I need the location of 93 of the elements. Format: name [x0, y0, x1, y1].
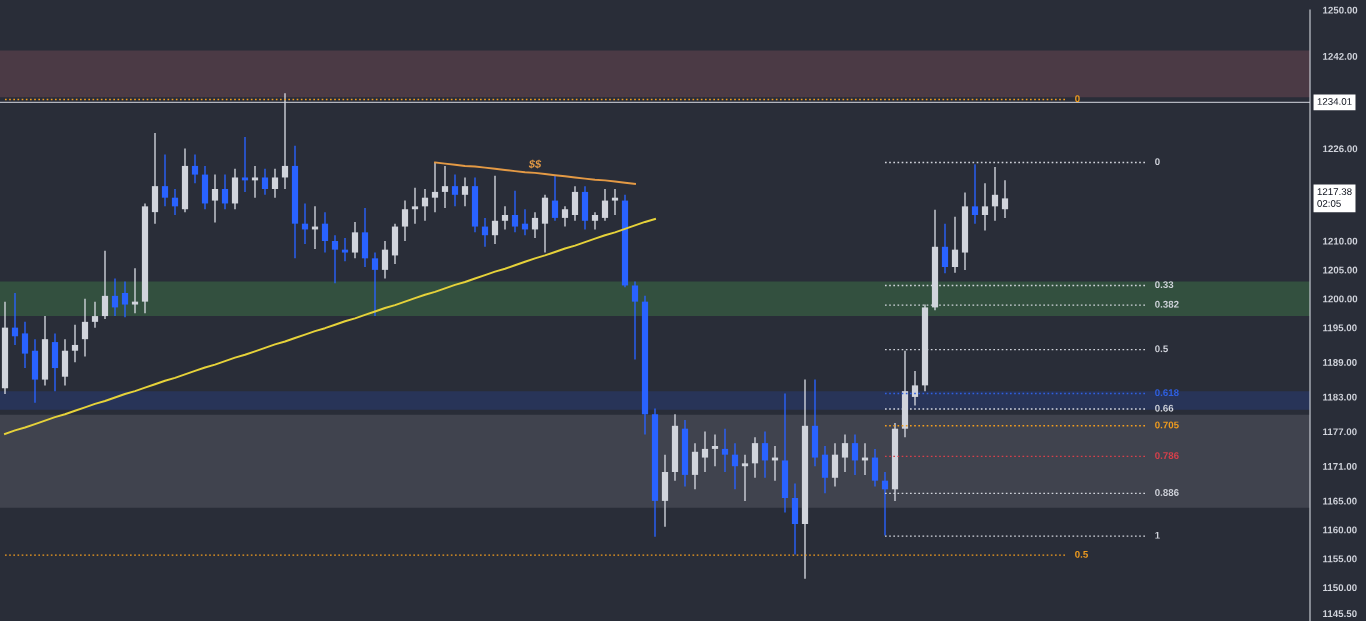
candlestick: [531, 211, 539, 239]
candlestick: [841, 433, 849, 473]
y-tick-label: 1150.00: [1323, 584, 1357, 592]
candlestick: [81, 298, 89, 358]
series-label: 0: [1075, 95, 1080, 103]
candlestick: [401, 199, 409, 242]
y-tick-label: 1145.50: [1323, 610, 1357, 618]
y-tick-label: 1155.00: [1323, 555, 1357, 563]
candlestick: [431, 161, 439, 213]
candlestick: [691, 442, 699, 491]
candlestick: [501, 205, 509, 231]
y-tick-label: 1250.00: [1323, 6, 1358, 14]
y-tick-label: 1210.00: [1323, 237, 1358, 245]
candlestick: [871, 448, 879, 488]
candlestick: [601, 188, 609, 222]
candlestick: [911, 370, 919, 407]
candlestick: [211, 173, 219, 224]
y-tick-label: 1183.00: [1323, 393, 1357, 401]
candlestick: [221, 173, 229, 210]
candlestick: [91, 300, 99, 329]
y-tick-label: 1189.00: [1323, 359, 1357, 366]
series-label: 0.705: [1155, 421, 1179, 429]
y-tick-label: 1160.00: [1323, 526, 1357, 534]
candlestick: [511, 190, 519, 234]
series-label: 0: [1155, 158, 1160, 166]
candlestick: [371, 251, 379, 317]
series-label: 0.5: [1075, 550, 1088, 558]
candlestick: [111, 277, 119, 317]
candlestick: [121, 280, 129, 318]
candlestick: [321, 211, 329, 254]
ref-line-label: 1234.01: [1317, 98, 1352, 105]
candlestick: [571, 185, 579, 222]
candlestick: [941, 222, 949, 275]
candlestick: [261, 168, 269, 196]
text: 1217.38 02:05: [1317, 188, 1352, 207]
candlestick: [591, 211, 599, 231]
candlestick: [461, 176, 469, 208]
series-label: 0.382: [1155, 300, 1179, 308]
candlestick: [161, 153, 169, 208]
candlestick: [741, 453, 749, 502]
candlestick: [821, 445, 829, 495]
series-label: 0.786: [1155, 452, 1179, 460]
series-label: 0.66: [1155, 404, 1174, 412]
candlestick: [611, 188, 619, 216]
candlestick: [351, 221, 359, 260]
candlestick: [191, 153, 199, 184]
candlestick: [751, 436, 759, 479]
candlestick: [381, 240, 389, 280]
candlestick: [241, 136, 249, 193]
candlestick: [411, 187, 419, 225]
y-tick-label: 1165.00: [1323, 497, 1357, 505]
candlestick: [451, 173, 459, 208]
candlestick: [731, 442, 739, 491]
y-tick-label: 1242.00: [1323, 52, 1358, 60]
candlestick: [561, 205, 569, 228]
y-tick-label: 1177.00: [1323, 428, 1357, 436]
candlestick: [1001, 179, 1009, 219]
candlestick: [701, 430, 709, 473]
series-label: 0.33: [1155, 281, 1174, 289]
y-tick-label: 1226.00: [1323, 145, 1358, 153]
candlestick: [441, 165, 449, 209]
candlestick: [711, 433, 719, 467]
y-tick-label: 1205.00: [1323, 266, 1358, 274]
candlestick: [971, 163, 979, 225]
candlestick: [951, 216, 959, 274]
candlestick: [551, 175, 559, 222]
series-label: 0.886: [1155, 489, 1179, 496]
series-label: $$: [528, 159, 542, 169]
candlestick: [981, 182, 989, 232]
y-tick-label: 1171.00: [1323, 462, 1357, 470]
candlestick: [851, 433, 859, 476]
candlestick: [991, 166, 999, 222]
candlestick: [721, 427, 729, 473]
candlestick: [631, 280, 639, 361]
y-tick-label: 1200.00: [1323, 295, 1358, 303]
series-label: 1: [1155, 531, 1160, 539]
candlestick: [71, 324, 79, 363]
candlestick: [281, 92, 289, 190]
candlestick: [251, 165, 259, 199]
line-series: [4, 218, 656, 435]
candlestick: [101, 250, 109, 320]
line-series: [434, 161, 636, 185]
candlestick: [761, 430, 769, 479]
candlestick: [341, 237, 349, 262]
candlestick: [131, 267, 139, 314]
candlestick: [831, 442, 839, 488]
candlestick: [21, 321, 29, 369]
candlestick: [271, 168, 279, 199]
series-label: 0.618: [1155, 389, 1179, 397]
candlestick: [491, 175, 499, 245]
y-tick-label: 1195.00: [1323, 324, 1357, 332]
candlestick: [331, 234, 339, 284]
series-label: 0.5: [1155, 345, 1168, 353]
